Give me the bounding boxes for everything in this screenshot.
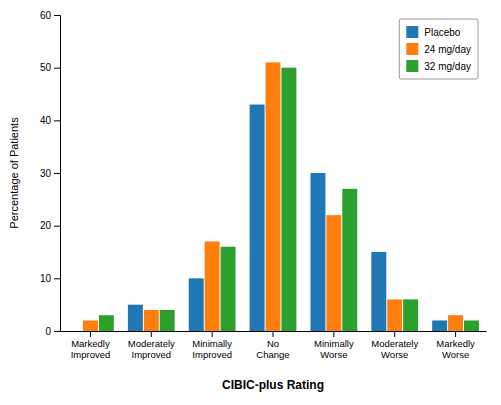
x-tick-mark bbox=[273, 331, 274, 337]
x-tick: NoChange bbox=[256, 331, 289, 360]
bar bbox=[432, 320, 447, 331]
y-tick-label: 40 bbox=[40, 115, 52, 126]
x-tick-label-line: Minimally bbox=[314, 338, 354, 349]
y-tick-mark bbox=[54, 331, 60, 332]
legend-item: 32 mg/day bbox=[406, 60, 471, 72]
legend-swatch bbox=[406, 26, 418, 38]
x-axis-title: CIBIC-plus Rating bbox=[222, 378, 324, 392]
legend-label: Placebo bbox=[424, 27, 461, 38]
y-tick-label: 60 bbox=[40, 10, 52, 21]
y-tick-mark bbox=[54, 68, 60, 69]
x-tick-mark bbox=[151, 331, 152, 337]
y-tick: 20 bbox=[40, 220, 60, 231]
y-tick-label: 30 bbox=[40, 168, 52, 179]
y-tick-label: 0 bbox=[45, 326, 51, 337]
legend-item: 24 mg/day bbox=[406, 43, 471, 55]
x-tick-mark bbox=[90, 331, 91, 337]
y-axis: 0 10 20 30 40 50 60 bbox=[40, 10, 61, 337]
series bbox=[99, 68, 479, 331]
chart: MarkedlyImprovedModeratelyImprovedMinima… bbox=[0, 0, 501, 405]
series bbox=[83, 62, 463, 331]
bar bbox=[403, 299, 418, 331]
x-tick-mark bbox=[455, 331, 456, 337]
y-tick-label: 10 bbox=[40, 273, 52, 284]
legend: Placebo 24 mg/day 32 mg/day bbox=[399, 19, 478, 79]
legend-item: Placebo bbox=[406, 26, 461, 38]
y-axis-line bbox=[54, 16, 61, 332]
bar bbox=[189, 278, 204, 331]
bar bbox=[310, 173, 325, 331]
bar bbox=[67, 331, 82, 332]
x-tick-label-line: Improved bbox=[192, 349, 232, 360]
y-tick: 0 bbox=[45, 326, 60, 337]
bar bbox=[128, 305, 143, 331]
bar bbox=[266, 62, 281, 331]
bar bbox=[99, 315, 114, 331]
legend-swatch bbox=[406, 60, 418, 72]
x-tick-label-line: Worse bbox=[442, 349, 469, 360]
x-tick-mark bbox=[394, 331, 395, 337]
x-axis: MarkedlyImprovedModeratelyImprovedMinima… bbox=[61, 331, 487, 360]
x-tick-label-line: Markedly bbox=[436, 338, 475, 349]
legend-frame bbox=[399, 19, 478, 79]
y-tick: 30 bbox=[40, 168, 60, 179]
x-tick-label-line: Worse bbox=[320, 349, 347, 360]
bars bbox=[83, 62, 479, 331]
bar bbox=[83, 320, 98, 331]
legend-label: 24 mg/day bbox=[424, 44, 471, 55]
x-tick-label-line: Markedly bbox=[71, 338, 110, 349]
y-tick: 50 bbox=[40, 62, 60, 73]
bar bbox=[464, 320, 479, 331]
x-tick: MarkedlyImproved bbox=[71, 331, 111, 360]
legend-label: 32 mg/day bbox=[424, 61, 471, 72]
x-tick-label: NoChange bbox=[256, 338, 289, 360]
y-tick: 40 bbox=[40, 115, 60, 126]
y-tick-label: 20 bbox=[40, 220, 52, 231]
x-tick-label-line: Improved bbox=[131, 349, 171, 360]
x-tick-label: MinimallyWorse bbox=[314, 338, 354, 360]
x-tick: MinimallyWorse bbox=[314, 331, 354, 360]
x-tick-label-line: Worse bbox=[381, 349, 408, 360]
x-tick-label: ModeratelyImproved bbox=[128, 338, 175, 360]
x-tick: MinimallyImproved bbox=[192, 331, 232, 360]
plot: MarkedlyImprovedModeratelyImprovedMinima… bbox=[8, 10, 487, 392]
x-tick-label-line: Change bbox=[256, 349, 289, 360]
bar bbox=[448, 315, 463, 331]
x-tick-label-line: No bbox=[267, 338, 279, 349]
bar bbox=[205, 241, 220, 331]
y-tick-mark bbox=[54, 15, 60, 16]
legend-swatch bbox=[406, 43, 418, 55]
bar bbox=[387, 299, 402, 331]
y-tick-mark bbox=[54, 278, 60, 279]
bar bbox=[144, 310, 159, 331]
y-tick-mark bbox=[54, 226, 60, 227]
x-tick-label: MarkedlyImproved bbox=[71, 338, 111, 360]
bar bbox=[342, 189, 357, 331]
x-tick-label-line: Moderately bbox=[371, 338, 418, 349]
x-tick-label: ModeratelyWorse bbox=[371, 338, 418, 360]
bar bbox=[160, 310, 175, 331]
bar bbox=[221, 247, 236, 331]
bar bbox=[281, 68, 296, 331]
x-tick-mark bbox=[212, 331, 213, 337]
x-tick-label-line: Improved bbox=[71, 349, 111, 360]
y-tick-label: 50 bbox=[40, 62, 52, 73]
x-tick-label: MarkedlyWorse bbox=[436, 338, 475, 360]
bar bbox=[326, 215, 341, 331]
y-tick-mark bbox=[54, 173, 60, 174]
x-tick-label-line: Minimally bbox=[192, 338, 232, 349]
x-tick: MarkedlyWorse bbox=[436, 331, 475, 360]
x-tick: ModeratelyImproved bbox=[128, 331, 175, 360]
y-tick: 60 bbox=[40, 10, 60, 21]
x-tick-label-line: Moderately bbox=[128, 338, 175, 349]
x-tick-mark bbox=[333, 331, 334, 337]
bar bbox=[371, 252, 386, 331]
bar bbox=[250, 105, 265, 331]
y-tick: 10 bbox=[40, 273, 60, 284]
x-tick-label: MinimallyImproved bbox=[192, 338, 232, 360]
x-tick: ModeratelyWorse bbox=[371, 331, 418, 360]
y-tick-mark bbox=[54, 120, 60, 121]
y-axis-title: Percentage of Patients bbox=[8, 117, 20, 229]
